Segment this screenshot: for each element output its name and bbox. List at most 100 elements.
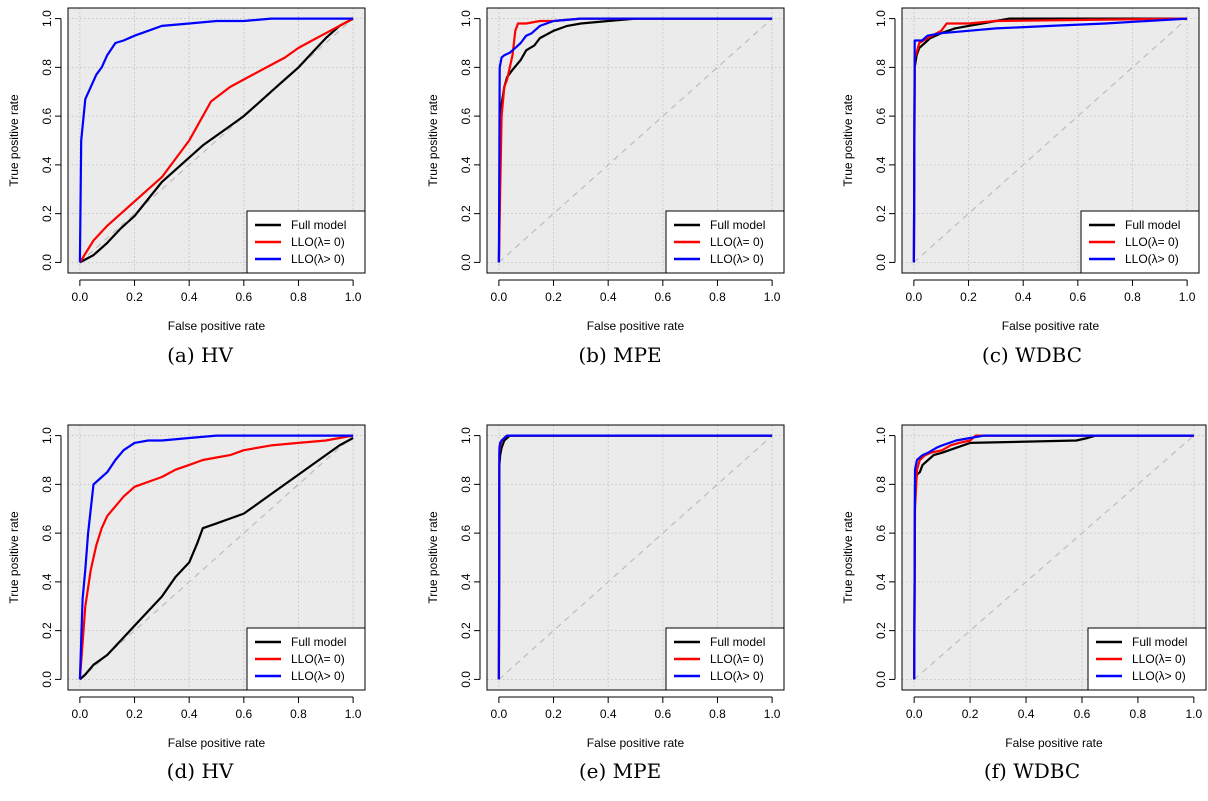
y-tick-label: 0.8 xyxy=(40,476,54,493)
roc-curve-series-0 xyxy=(79,437,354,681)
legend-label: LLO(λ= 0) xyxy=(291,652,345,666)
x-axis-title: False positive rate xyxy=(168,736,266,750)
legend-label: LLO(λ> 0) xyxy=(291,252,345,266)
x-tick-label: 0.0 xyxy=(491,290,508,304)
x-axis-title: False positive rate xyxy=(168,319,266,333)
y-tick-label: 0.0 xyxy=(459,254,473,271)
roc-curve-series-2 xyxy=(497,17,773,263)
y-tick-label: 0.0 xyxy=(874,671,888,688)
y-tick-label: 0.6 xyxy=(459,107,473,124)
y-tick-label: 0.0 xyxy=(874,254,888,271)
y-tick-label: 0.6 xyxy=(40,524,54,541)
x-tick-label: 0.0 xyxy=(491,707,508,721)
y-tick-label: 1.0 xyxy=(40,427,54,444)
x-tick-label: 0.8 xyxy=(290,707,307,721)
roc-panel-2: 0.0 0.2 0.4 0.6 0.8 1.0 0.0 0.2 0.4 0.6 0.8 1.0 Fals… xyxy=(841,7,1200,367)
x-tick-label: 0.6 xyxy=(654,290,671,304)
legend-label: LLO(λ> 0) xyxy=(291,669,345,683)
subfigure-caption: (c) WDBC xyxy=(982,343,1082,367)
y-tick-label: 1.0 xyxy=(874,427,888,444)
y-tick-label: 0.2 xyxy=(40,622,54,639)
legend-label: LLO(λ> 0) xyxy=(1125,252,1179,266)
roc-curve-series-1 xyxy=(78,434,354,680)
legend: Full model LLO(λ= 0) LLO(λ> 0) xyxy=(1087,627,1207,691)
x-tick-label: 0.0 xyxy=(72,290,89,304)
plot-frame xyxy=(67,424,366,691)
diagonal-reference-line xyxy=(913,435,1195,680)
x-tick-label: 1.0 xyxy=(345,290,362,304)
legend-label: Full model xyxy=(291,218,346,232)
x-tick-label: 0.0 xyxy=(72,707,89,721)
y-tick-label: 0.2 xyxy=(874,622,888,639)
x-tick-label: 0.2 xyxy=(545,707,562,721)
y-axis-title: True positive rate xyxy=(426,94,440,187)
x-tick-label: 0.6 xyxy=(235,707,252,721)
x-tick-label: 0.0 xyxy=(906,290,923,304)
y-axis-title: True positive rate xyxy=(841,94,855,187)
legend-label: LLO(λ> 0) xyxy=(710,252,764,266)
y-tick-label: 0.2 xyxy=(40,205,54,222)
y-tick-label: 0.8 xyxy=(874,59,888,76)
legend-label: Full model xyxy=(291,635,346,649)
y-tick-label: 1.0 xyxy=(459,10,473,27)
subfigure-caption: (f) WDBC xyxy=(984,759,1080,783)
legend: Full model LLO(λ= 0) LLO(λ> 0) xyxy=(246,210,366,274)
roc-panel-3: 0.0 0.2 0.4 0.6 0.8 1.0 0.0 0.2 0.4 0.6 0.8 1.0 Fals… xyxy=(7,424,366,783)
legend: Full model LLO(λ= 0) LLO(λ> 0) xyxy=(246,627,366,691)
x-tick-label: 0.2 xyxy=(126,290,143,304)
x-axis-title: False positive rate xyxy=(587,319,685,333)
legend-label: Full model xyxy=(710,635,765,649)
roc-curve-series-2 xyxy=(78,17,354,263)
x-tick-label: 1.0 xyxy=(764,707,781,721)
roc-curve-series-2 xyxy=(913,434,1194,680)
x-tick-label: 0.4 xyxy=(181,707,198,721)
x-tick-label: 1.0 xyxy=(345,707,362,721)
plot-frame xyxy=(901,424,1207,691)
x-tick-label: 0.4 xyxy=(600,707,617,721)
y-tick-label: 0.6 xyxy=(459,524,473,541)
y-tick-label: 0.4 xyxy=(459,573,473,590)
x-tick-label: 1.0 xyxy=(1179,290,1196,304)
y-tick-label: 0.2 xyxy=(459,622,473,639)
x-tick-label: 0.6 xyxy=(1074,707,1091,721)
subfigure-caption: (b) MPE xyxy=(578,343,661,367)
roc-panel-4: 0.0 0.2 0.4 0.6 0.8 1.0 0.0 0.2 0.4 0.6 0.8 1.0 Fals… xyxy=(426,424,785,783)
x-tick-label: 0.2 xyxy=(960,290,977,304)
legend-label: LLO(λ= 0) xyxy=(1125,235,1179,249)
x-tick-label: 0.8 xyxy=(709,707,726,721)
subfigure-caption: (e) MPE xyxy=(579,759,661,783)
legend: Full model LLO(λ= 0) LLO(λ> 0) xyxy=(665,627,785,691)
x-tick-label: 0.4 xyxy=(181,290,198,304)
legend-label: LLO(λ> 0) xyxy=(1132,669,1186,683)
roc-panel-0: 0.0 0.2 0.4 0.6 0.8 1.0 0.0 0.2 0.4 0.6 0.8 1.0 Fals… xyxy=(7,7,366,367)
legend-label: Full model xyxy=(1125,218,1180,232)
y-tick-label: 0.0 xyxy=(40,254,54,271)
y-tick-label: 0.6 xyxy=(874,107,888,124)
roc-curve-series-1 xyxy=(78,17,354,263)
y-tick-label: 0.4 xyxy=(40,156,54,173)
y-tick-label: 0.0 xyxy=(40,671,54,688)
y-tick-label: 0.4 xyxy=(874,156,888,173)
plot-frame xyxy=(901,7,1200,274)
y-tick-label: 0.4 xyxy=(459,156,473,173)
x-tick-label: 0.4 xyxy=(1018,707,1035,721)
legend-label: LLO(λ= 0) xyxy=(291,235,345,249)
roc-curve-series-0 xyxy=(79,17,354,264)
roc-panel-5: 0.0 0.2 0.4 0.6 0.8 1.0 0.0 0.2 0.4 0.6 0.8 1.0 Fals… xyxy=(841,424,1207,783)
x-axis-title: False positive rate xyxy=(587,736,685,750)
y-tick-label: 0.8 xyxy=(459,476,473,493)
y-tick-label: 0.4 xyxy=(874,573,888,590)
roc-curve-series-1 xyxy=(913,434,1194,680)
y-tick-label: 0.4 xyxy=(40,573,54,590)
x-tick-label: 0.4 xyxy=(600,290,617,304)
x-tick-label: 0.2 xyxy=(126,707,143,721)
legend: Full model LLO(λ= 0) LLO(λ> 0) xyxy=(1080,210,1200,274)
x-tick-label: 0.6 xyxy=(235,290,252,304)
y-tick-label: 0.6 xyxy=(874,524,888,541)
y-axis-title: True positive rate xyxy=(7,511,21,604)
roc-panel-1: 0.0 0.2 0.4 0.6 0.8 1.0 0.0 0.2 0.4 0.6 0.8 1.0 Fals… xyxy=(426,7,785,367)
y-axis-title: True positive rate xyxy=(841,511,855,604)
y-tick-label: 0.8 xyxy=(874,476,888,493)
legend-label: LLO(λ> 0) xyxy=(710,669,764,683)
